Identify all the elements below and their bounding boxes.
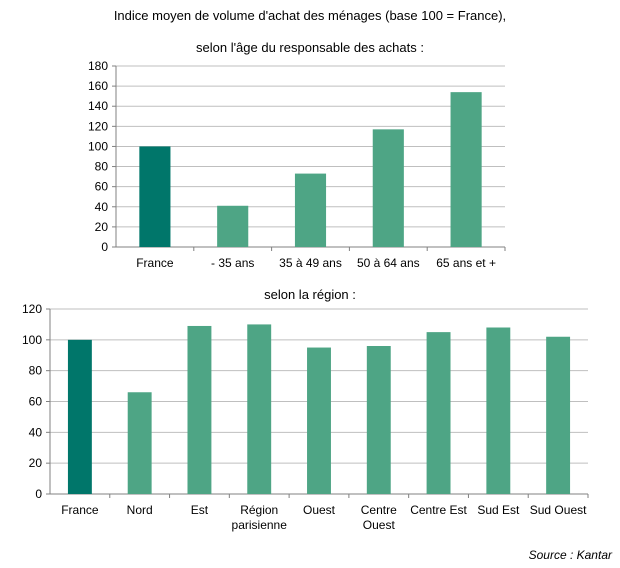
region-ytick-label: 40	[29, 425, 43, 439]
region-bar	[67, 339, 92, 494]
age-ytick-label: 120	[88, 119, 108, 133]
region-bar	[187, 325, 212, 494]
age-ytick-label: 20	[95, 220, 109, 234]
region-bar	[247, 324, 272, 494]
region-bar	[366, 346, 391, 494]
age-ytick-label: 0	[101, 240, 108, 254]
region-category-label: Est	[191, 503, 209, 517]
chart-main-title: Indice moyen de volume d'achat des ménag…	[113, 8, 507, 23]
region-ytick-label: 80	[29, 364, 43, 378]
region-bar	[486, 327, 511, 494]
age-category-label: 50 à 64 ans	[357, 256, 420, 270]
age-ytick-label: 160	[88, 79, 108, 93]
region-category-label: Sud Ouest	[530, 503, 587, 517]
region-category-label: Sud Est	[477, 503, 520, 517]
region-ytick-label: 0	[35, 487, 42, 501]
region-category-label: Nord	[127, 503, 153, 517]
chart-2-title: selon la région :	[264, 287, 356, 302]
region-bar	[546, 336, 571, 494]
age-bar	[450, 92, 482, 248]
age-bar	[139, 146, 171, 247]
region-category-label: Région parisienne	[232, 503, 288, 532]
region-category-label: Centre Ouest	[361, 503, 397, 532]
region-ytick-label: 120	[22, 302, 42, 316]
age-ytick-label: 60	[95, 180, 109, 194]
age-bar	[372, 129, 404, 247]
region-ytick-label: 20	[29, 456, 43, 470]
region-category-label: Centre Est	[410, 503, 467, 517]
source-note: Source : Kantar	[528, 548, 612, 562]
age-ytick-label: 100	[88, 139, 108, 153]
region-bar	[127, 392, 152, 494]
chart-1-title: selon l'âge du responsable des achats :	[196, 40, 424, 55]
age-bar	[294, 173, 327, 247]
age-category-label: France	[136, 256, 174, 270]
region-bar	[426, 332, 451, 494]
age-bar	[217, 205, 249, 247]
age-category-label: - 35 ans	[211, 256, 254, 270]
region-category-label: Ouest	[303, 503, 336, 517]
age-bar-chart: 0 20 40 60 80 100 120 140 160 180 France - 35 ans 35…	[88, 59, 506, 270]
age-ytick-label: 140	[88, 99, 108, 113]
age-category-label: 65 ans et +	[436, 256, 496, 270]
age-ytick-label: 40	[95, 200, 109, 214]
age-ytick-label: 80	[95, 160, 109, 174]
region-category-label: France	[61, 503, 99, 517]
age-ytick-label: 180	[88, 59, 108, 73]
region-ytick-label: 100	[22, 333, 42, 347]
region-bar	[307, 347, 331, 494]
age-category-label: 35 à 49 ans	[279, 256, 342, 270]
region-ytick-label: 60	[29, 395, 43, 409]
